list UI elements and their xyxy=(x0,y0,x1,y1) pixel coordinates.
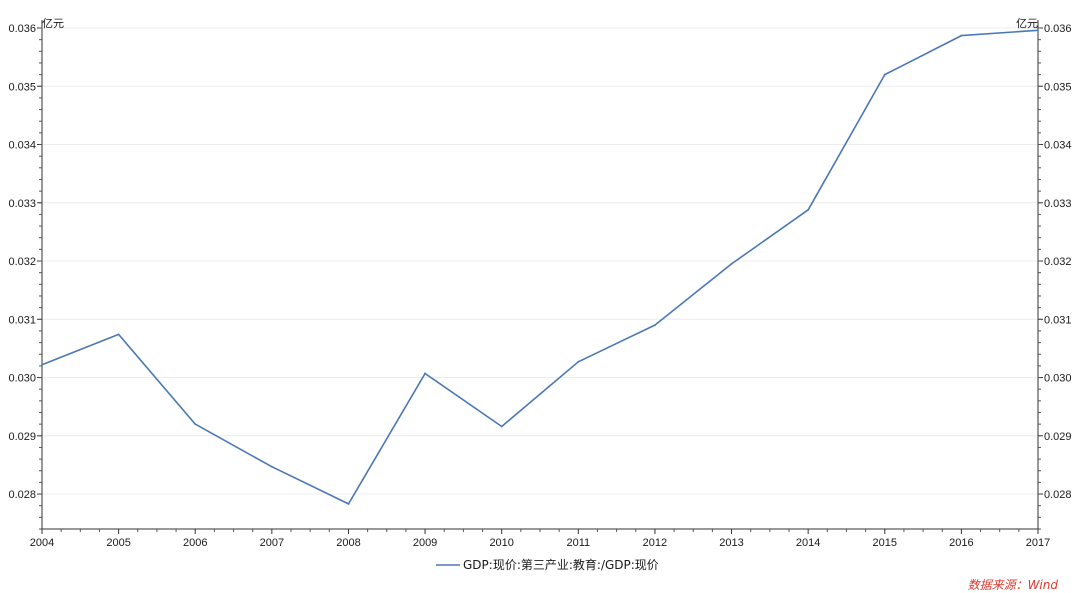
left-y-ticks: 0.028 0.029 0.030 0.031 0.032 0.033 0.034 0.035… xyxy=(8,23,42,530)
right-y-tick-label-7: 0.035 xyxy=(1044,81,1072,93)
left-y-tick-label-1: 0.029 xyxy=(8,431,36,443)
x-tick-label-10: 2014 xyxy=(796,537,820,549)
x-tick-label-0: 2004 xyxy=(30,537,54,549)
left-y-tick-label-8: 0.036 xyxy=(8,23,36,35)
legend: GDP:现价:第三产业:教育:/GDP:现价 xyxy=(436,557,659,572)
right-y-tick-label-5: 0.033 xyxy=(1044,198,1072,210)
left-y-unit-label: 亿元 xyxy=(42,17,64,30)
left-y-tick-label-4: 0.032 xyxy=(8,256,36,268)
data-point-0-13 xyxy=(1037,29,1039,32)
x-tick-label-1: 2005 xyxy=(106,537,130,549)
x-tick-label-3: 2007 xyxy=(260,537,284,549)
data-point-0-4 xyxy=(347,503,350,505)
data-point-0-5 xyxy=(424,372,426,375)
right-y-tick-label-3: 0.031 xyxy=(1044,314,1072,326)
series-group xyxy=(41,29,1039,505)
right-y-ticks: 0.028 0.029 0.030 0.031 0.032 0.033 0.034 0.035… xyxy=(1038,23,1072,530)
data-point-0-9 xyxy=(730,263,733,265)
data-point-0-8 xyxy=(654,324,656,327)
data-point-0-0 xyxy=(41,363,43,366)
right-y-tick-label-0: 0.028 xyxy=(1044,489,1072,501)
x-tick-label-8: 2012 xyxy=(643,537,667,549)
x-tick-label-4: 2008 xyxy=(336,537,360,549)
data-point-0-10 xyxy=(807,208,810,211)
left-y-tick-label-7: 0.035 xyxy=(8,81,36,93)
x-ticks: 2004 2005 2006 2007 2008 2009 2010 2011 2012 2013… xyxy=(30,529,1050,549)
data-point-0-11 xyxy=(883,73,886,76)
right-y-tick-label-4: 0.032 xyxy=(1044,256,1072,268)
data-point-0-2 xyxy=(194,423,197,426)
x-tick-label-5: 2009 xyxy=(413,537,437,549)
legend-label: GDP:现价:第三产业:教育:/GDP:现价 xyxy=(463,557,659,572)
right-y-tick-label-8: 0.036 xyxy=(1044,23,1072,35)
left-y-tick-label-3: 0.031 xyxy=(8,314,36,326)
source-note: 数据来源：Wind xyxy=(968,578,1059,592)
right-y-unit-label: 亿元 xyxy=(1016,17,1038,30)
left-y-tick-label-0: 0.028 xyxy=(8,489,36,501)
x-tick-label-2: 2006 xyxy=(183,537,207,549)
left-y-tick-label-5: 0.033 xyxy=(8,198,36,210)
x-tick-label-6: 2010 xyxy=(489,537,513,549)
gridlines xyxy=(42,27,1038,495)
x-tick-label-9: 2013 xyxy=(719,537,743,549)
right-y-tick-label-2: 0.030 xyxy=(1044,373,1072,385)
x-tick-label-7: 2011 xyxy=(566,537,590,549)
right-y-tick-label-1: 0.029 xyxy=(1044,431,1072,443)
series-line-0 xyxy=(41,29,1039,505)
data-point-0-3 xyxy=(270,465,273,468)
x-tick-label-12: 2016 xyxy=(949,537,973,549)
data-point-0-1 xyxy=(117,333,120,336)
x-tick-label-11: 2015 xyxy=(873,537,897,549)
data-point-0-12 xyxy=(960,34,963,37)
data-point-0-7 xyxy=(577,360,580,363)
right-y-tick-label-6: 0.034 xyxy=(1044,140,1072,152)
x-tick-label-13: 2017 xyxy=(1026,537,1050,549)
left-y-tick-label-2: 0.030 xyxy=(8,373,36,385)
data-point-0-6 xyxy=(500,425,503,428)
left-y-tick-label-6: 0.034 xyxy=(8,140,36,152)
